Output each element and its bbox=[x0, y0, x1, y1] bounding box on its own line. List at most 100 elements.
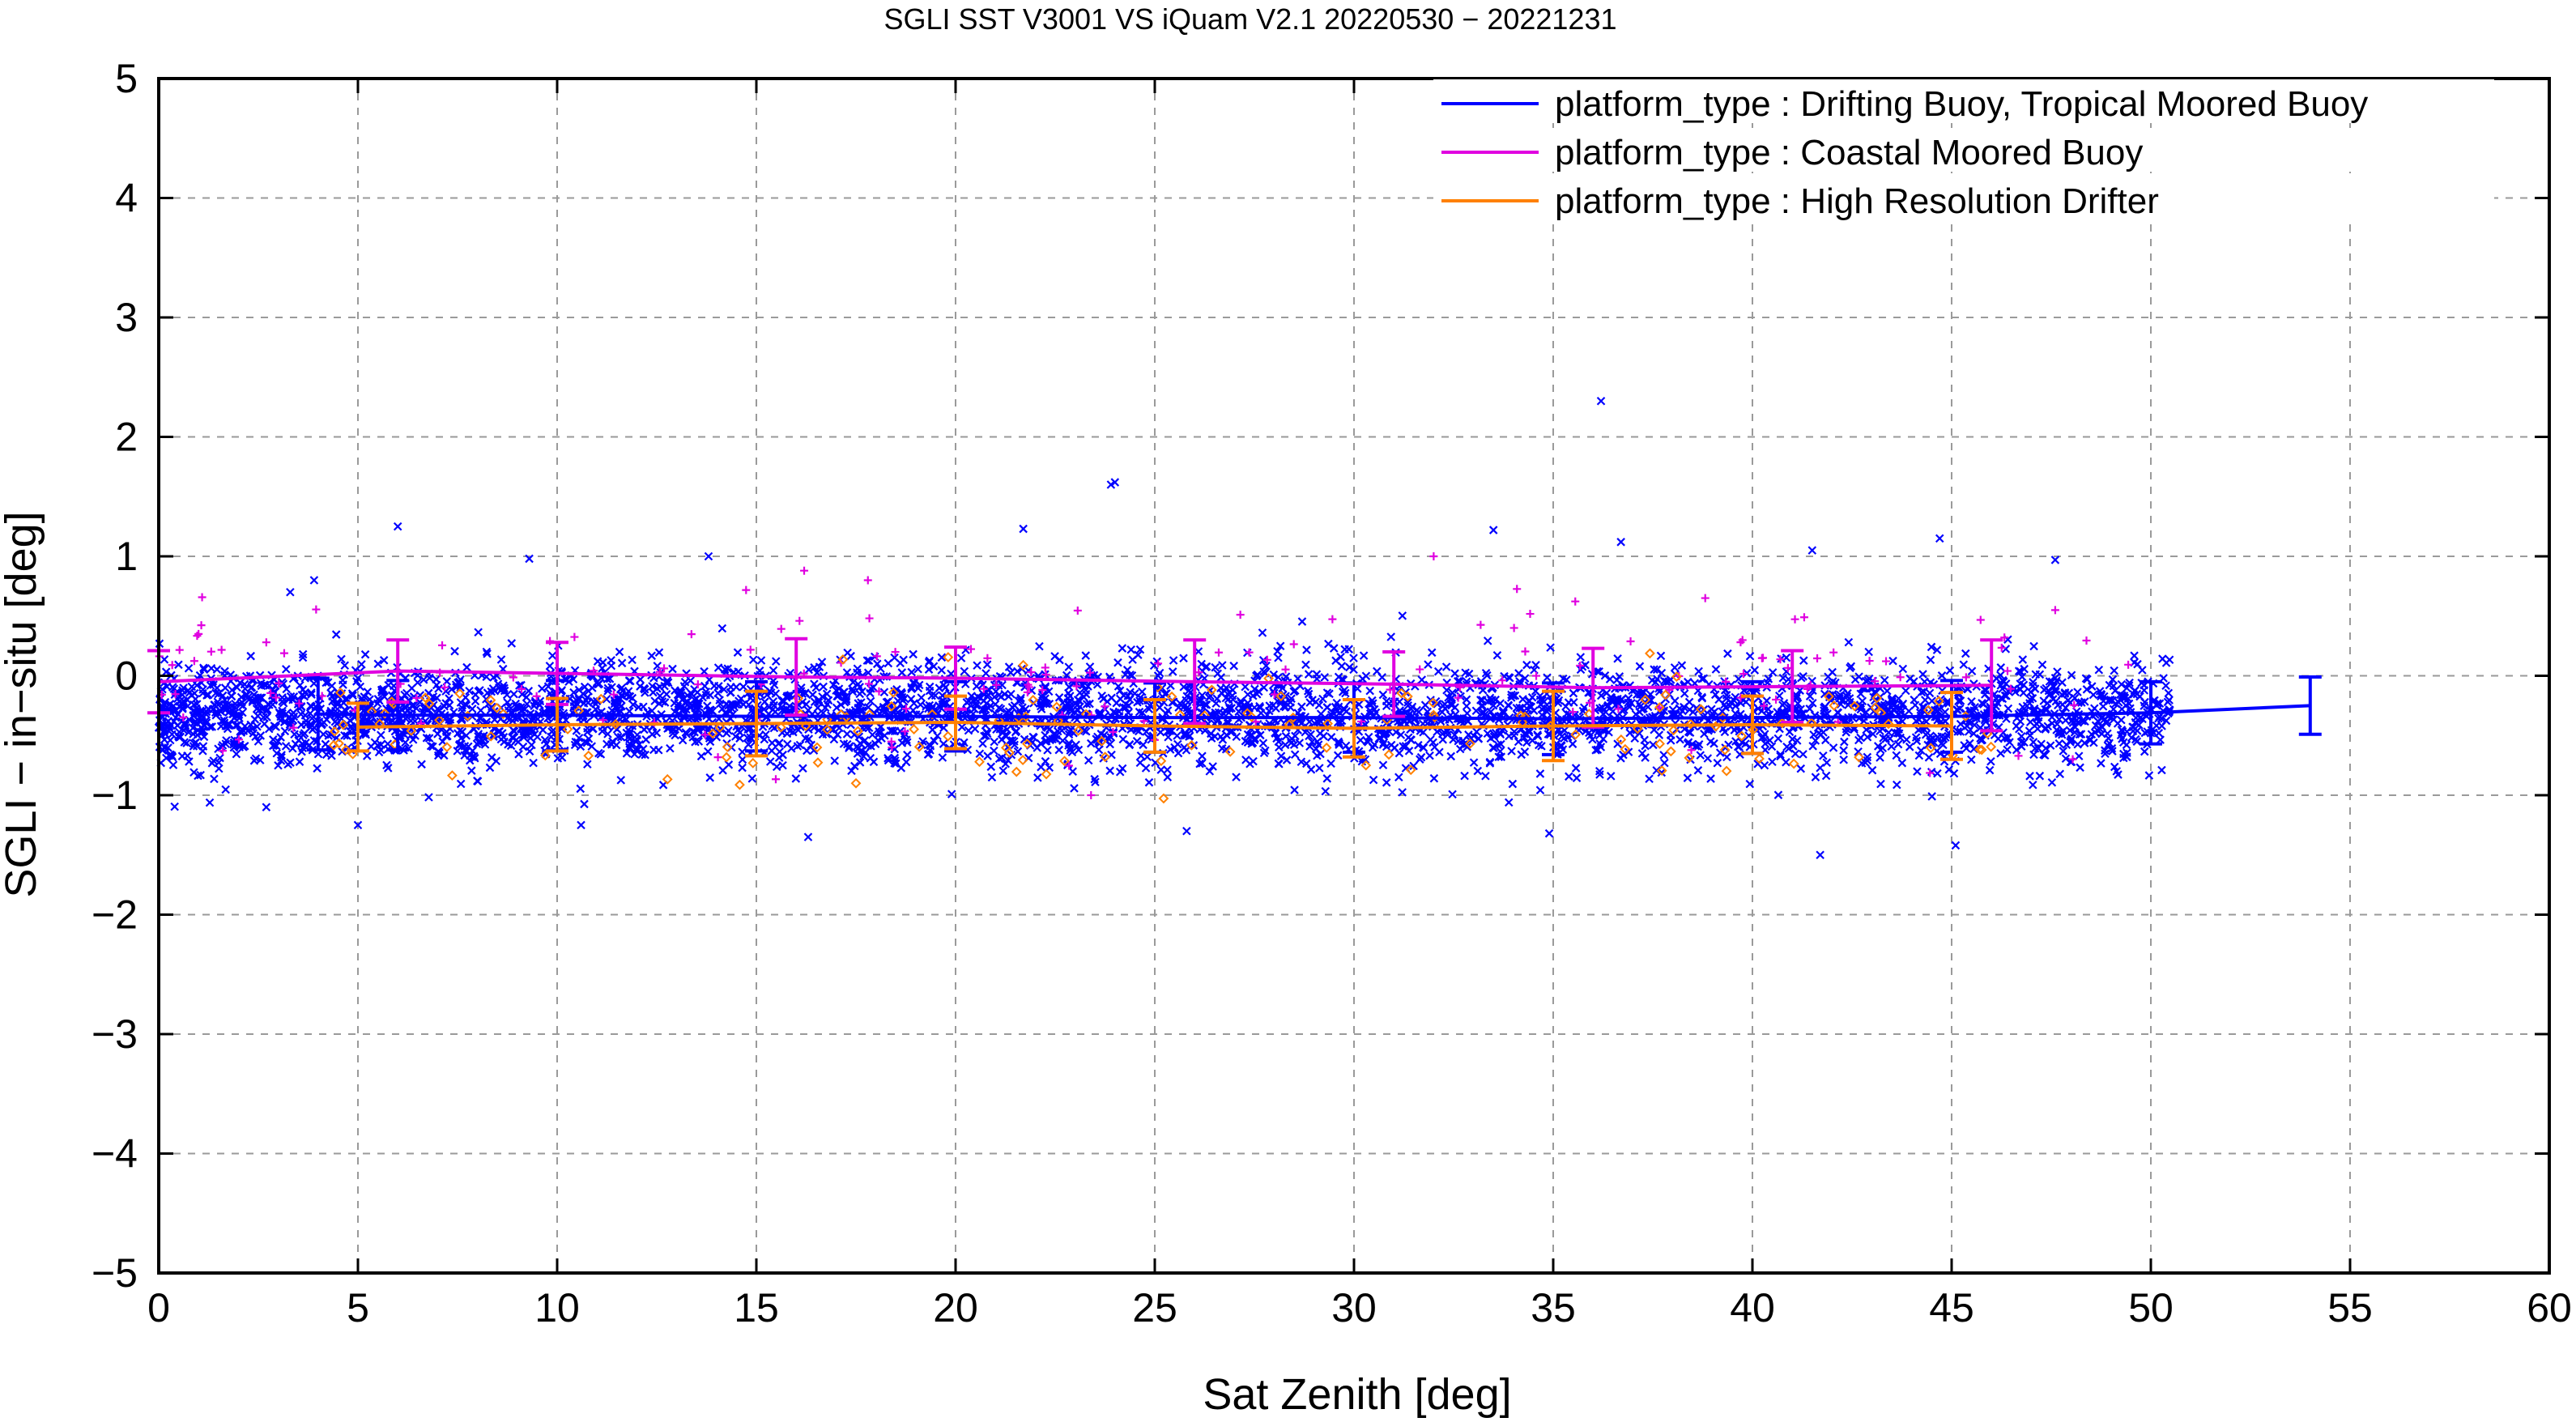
data-point bbox=[1527, 692, 1537, 702]
data-point bbox=[739, 682, 748, 692]
data-point bbox=[1336, 652, 1345, 662]
data-point bbox=[1417, 675, 1427, 684]
data-point bbox=[2118, 734, 2127, 743]
data-point bbox=[1365, 699, 1373, 709]
data-point bbox=[1305, 698, 1314, 707]
data-point bbox=[1711, 665, 1721, 674]
x-tick-label: 60 bbox=[2527, 1285, 2572, 1330]
data-point bbox=[1814, 729, 1824, 738]
data-point bbox=[1996, 749, 2005, 758]
data-point bbox=[618, 686, 628, 696]
data-point bbox=[960, 666, 969, 676]
data-point bbox=[628, 655, 637, 665]
data-point bbox=[1274, 673, 1283, 682]
data-point bbox=[1282, 756, 1292, 764]
data-point bbox=[2075, 730, 2084, 739]
data-point bbox=[982, 660, 992, 669]
data-point bbox=[683, 691, 692, 700]
data-point bbox=[363, 688, 373, 696]
data-point bbox=[206, 681, 215, 690]
data-point bbox=[1986, 741, 1997, 752]
data-point bbox=[957, 722, 967, 732]
data-point bbox=[1595, 766, 1604, 776]
data-point bbox=[1163, 773, 1173, 781]
data-point bbox=[1926, 734, 1935, 744]
data-point bbox=[577, 820, 585, 830]
data-point bbox=[2014, 666, 2024, 675]
data-point bbox=[393, 522, 402, 531]
data-point bbox=[853, 664, 862, 674]
data-point bbox=[288, 743, 297, 753]
data-point bbox=[529, 758, 538, 768]
data-point bbox=[814, 697, 824, 707]
error-bar bbox=[2140, 679, 2162, 746]
data-point bbox=[1386, 632, 1395, 641]
data-point bbox=[1606, 692, 1616, 702]
data-point bbox=[1654, 702, 1665, 713]
data-point bbox=[1697, 675, 1706, 683]
data-point bbox=[2003, 666, 2012, 675]
data-point bbox=[1649, 740, 1658, 750]
data-point bbox=[1446, 699, 1456, 708]
data-point bbox=[1652, 665, 1662, 675]
data-point bbox=[447, 684, 457, 694]
data-point bbox=[1041, 730, 1050, 740]
data-point bbox=[1156, 765, 1166, 774]
data-point bbox=[492, 702, 502, 713]
data-point bbox=[1871, 677, 1880, 686]
data-point bbox=[2055, 769, 2065, 779]
data-point bbox=[1635, 662, 1645, 671]
data-point bbox=[1050, 734, 1059, 743]
data-point bbox=[1275, 691, 1287, 702]
data-point bbox=[1055, 655, 1064, 665]
data-point bbox=[435, 748, 444, 758]
data-point bbox=[1821, 735, 1830, 745]
data-point bbox=[2014, 751, 2023, 760]
data-point bbox=[197, 621, 206, 630]
data-point bbox=[2042, 699, 2052, 708]
data-point bbox=[419, 692, 431, 704]
data-point bbox=[1833, 708, 1843, 717]
data-point bbox=[981, 669, 990, 678]
data-point bbox=[1593, 666, 1602, 676]
data-point bbox=[1843, 688, 1852, 698]
data-point bbox=[1892, 751, 1901, 760]
data-point bbox=[539, 750, 551, 761]
data-point bbox=[1399, 742, 1407, 751]
data-point bbox=[2026, 688, 2035, 696]
data-point bbox=[1211, 662, 1220, 672]
data-point bbox=[1126, 645, 1135, 654]
series-scatter-1 bbox=[155, 552, 2133, 799]
data-point bbox=[1595, 667, 1603, 676]
data-point bbox=[964, 696, 973, 706]
data-point bbox=[509, 689, 518, 699]
data-point bbox=[1322, 688, 1332, 697]
data-point bbox=[1668, 705, 1678, 714]
data-point bbox=[199, 665, 209, 675]
data-point bbox=[1289, 740, 1299, 749]
data-point bbox=[812, 757, 824, 768]
data-point bbox=[1796, 705, 1805, 714]
data-point bbox=[837, 654, 849, 665]
data-point bbox=[869, 757, 879, 767]
error-bar bbox=[785, 636, 808, 717]
error-bar bbox=[1143, 698, 1166, 754]
data-point bbox=[713, 753, 722, 762]
data-point bbox=[241, 684, 249, 693]
data-point bbox=[2054, 727, 2063, 737]
data-point bbox=[271, 722, 281, 731]
data-point bbox=[1779, 699, 1789, 708]
data-point bbox=[573, 738, 582, 747]
data-point bbox=[1037, 762, 1045, 772]
data-point bbox=[1455, 744, 1465, 754]
data-point bbox=[2041, 723, 2050, 733]
data-point bbox=[232, 683, 241, 692]
data-point bbox=[860, 735, 870, 745]
data-point bbox=[856, 747, 865, 756]
data-point bbox=[1939, 734, 1948, 743]
data-point bbox=[583, 750, 594, 761]
data-point bbox=[1536, 700, 1546, 709]
data-point bbox=[398, 728, 407, 738]
data-point bbox=[776, 722, 786, 733]
data-point bbox=[858, 687, 866, 696]
